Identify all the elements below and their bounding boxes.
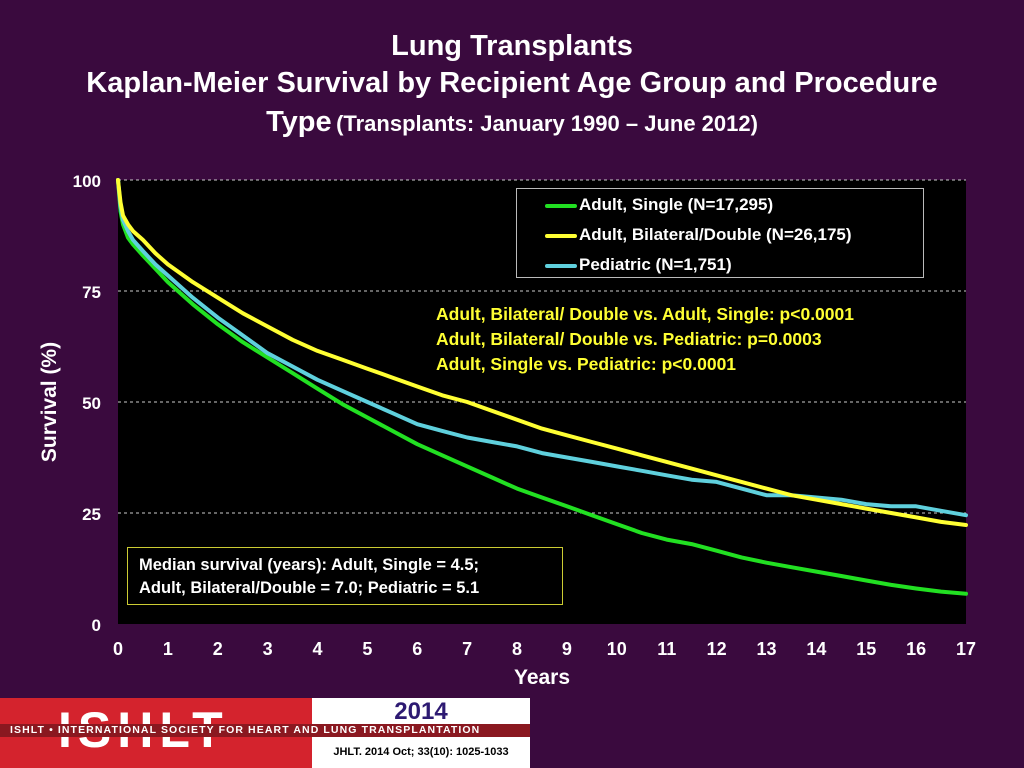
- x-tick-label: 14: [806, 639, 826, 659]
- x-tick-label: 3: [263, 639, 273, 659]
- median-survival-line-1: Median survival (years): Adult, Single =…: [139, 556, 480, 574]
- p-value-single-vs-pediatric: Adult, Single vs. Pediatric: p<0.0001: [436, 354, 737, 374]
- ishlt-logo: ISHLT 2014 ISHLT • INTERNATIONAL SOCIETY…: [0, 698, 530, 768]
- p-value-bilateral-vs-single: Adult, Bilateral/ Double vs. Adult, Sing…: [436, 304, 854, 324]
- x-tick-label: 4: [313, 639, 323, 659]
- y-tick-label: 75: [82, 283, 101, 302]
- x-tick-label: 9: [562, 639, 572, 659]
- legend-item-adult-single: Adult, Single (N=17,295): [545, 195, 773, 215]
- legend-swatch-pediatric: [545, 263, 577, 268]
- x-tick-label: 17: [956, 639, 976, 659]
- legend-item-pediatric: Pediatric (N=1,751): [545, 255, 732, 275]
- x-tick-label: 8: [512, 639, 522, 659]
- x-tick-label: 11: [657, 639, 676, 659]
- title-line-3: Type (Transplants: January 1990 – June 2…: [0, 102, 1024, 147]
- x-tick-label: 13: [756, 639, 776, 659]
- legend-swatch-adult-bilateral: [545, 233, 577, 238]
- logo-year: 2014: [394, 698, 448, 725]
- y-tick-label: 25: [82, 505, 101, 524]
- legend-item-adult-bilateral: Adult, Bilateral/Double (N=26,175): [545, 225, 852, 245]
- x-tick-label: 5: [362, 639, 372, 659]
- x-tick-label: 1: [163, 639, 173, 659]
- journal-citation: JHLT. 2014 Oct; 33(10): 1025-1033: [333, 746, 509, 758]
- x-tick-label: 12: [707, 639, 727, 659]
- x-tick-label: 16: [906, 639, 926, 659]
- legend-label-adult-single: Adult, Single (N=17,295): [579, 195, 774, 214]
- y-tick-label: 50: [82, 394, 101, 413]
- logo-society-band: ISHLT • INTERNATIONAL SOCIETY FOR HEART …: [0, 724, 530, 737]
- legend-label-adult-bilateral: Adult, Bilateral/Double (N=26,175): [579, 225, 852, 244]
- x-tick-labels: 0 1 2 3 4 5 6 7 8 9 10 11 12 13 14 15 16 17: [113, 639, 976, 659]
- x-tick-label: 0: [113, 639, 123, 659]
- title-line-3-main: Type: [266, 106, 332, 138]
- x-tick-label: 2: [213, 639, 223, 659]
- series-lines: [116, 178, 968, 596]
- legend: Adult, Single (N=17,295) Adult, Bilatera…: [516, 188, 924, 278]
- x-tick-label: 15: [856, 639, 876, 659]
- series-line-1: [116, 178, 968, 527]
- y-tick-labels: 0 25 50 75 100: [73, 172, 101, 635]
- y-tick-label: 0: [92, 616, 101, 635]
- p-value-annotations: Adult, Bilateral/ Double vs. Adult, Sing…: [436, 302, 854, 377]
- title-line-2: Kaplan-Meier Survival by Recipient Age G…: [86, 67, 938, 99]
- legend-label-pediatric: Pediatric (N=1,751): [579, 255, 732, 274]
- x-tick-label: 10: [607, 639, 627, 659]
- x-axis-label: Years: [514, 666, 570, 689]
- title-line-3-sub: (Transplants: January 1990 – June 2012): [336, 111, 758, 136]
- x-tick-label: 6: [412, 639, 422, 659]
- x-tick-label: 7: [462, 639, 472, 659]
- series-line-0: [116, 178, 968, 596]
- title-line-1: Lung Transplants: [391, 30, 633, 62]
- median-survival-box: Median survival (years): Adult, Single =…: [127, 547, 563, 605]
- y-axis-label: Survival (%): [38, 342, 61, 462]
- median-survival-line-2: Adult, Bilateral/Double = 7.0; Pediatric…: [139, 579, 480, 597]
- legend-swatch-adult-single: [545, 203, 577, 208]
- y-tick-label: 100: [73, 172, 101, 191]
- chart-title: Lung Transplants Kaplan-Meier Survival b…: [0, 28, 1024, 147]
- p-value-bilateral-vs-pediatric: Adult, Bilateral/ Double vs. Pediatric: …: [436, 329, 822, 349]
